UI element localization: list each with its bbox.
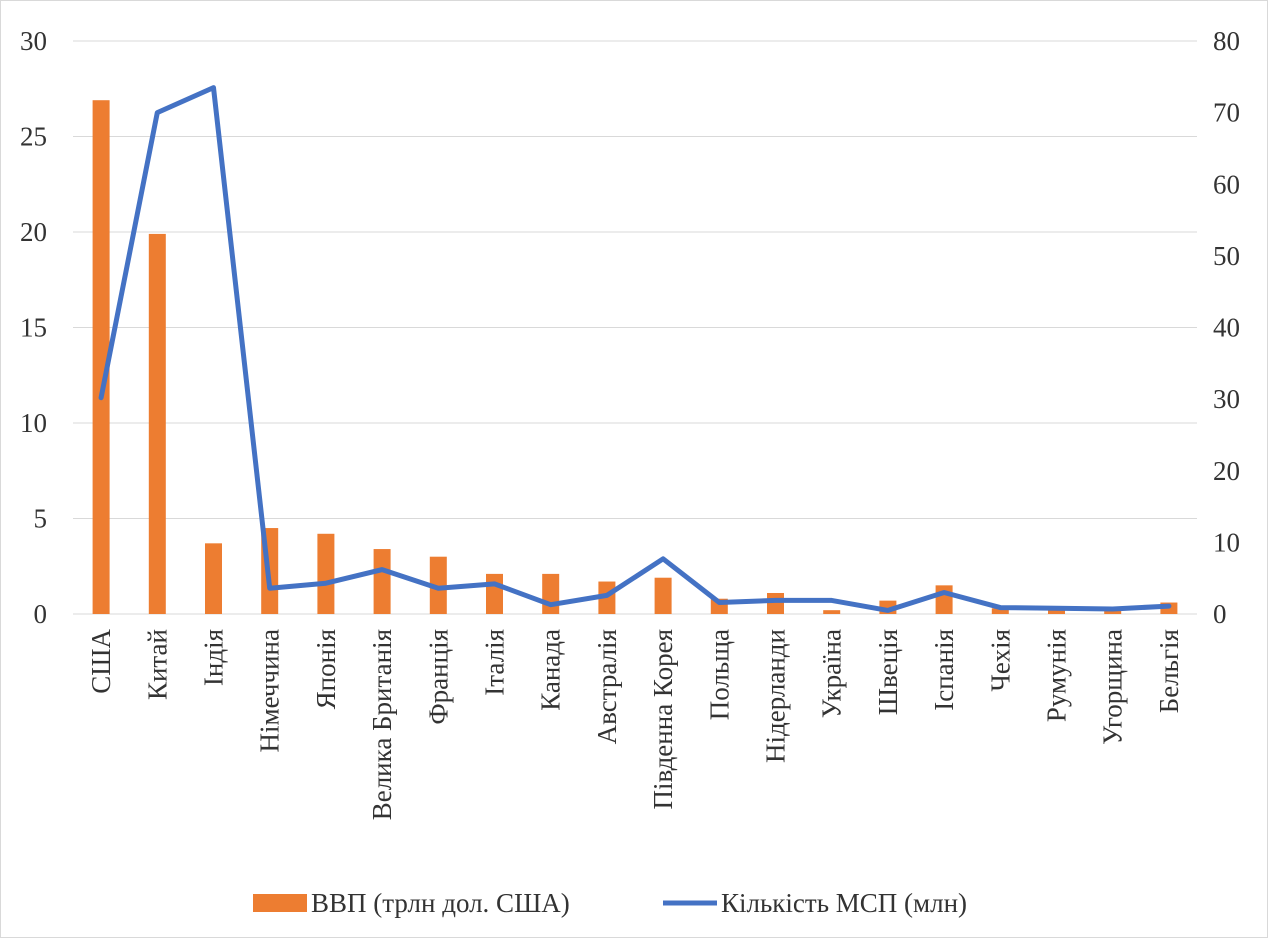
bar: [654, 577, 672, 614]
line-point: [831, 599, 833, 601]
category-label: Швеція: [873, 629, 903, 715]
legend-swatch-bar: [253, 894, 307, 912]
bar: [373, 549, 391, 614]
legend-label-line: Кількість МСП (млн): [721, 888, 967, 918]
left-axis-ticks: 0 5 10 15 20 25 30: [20, 26, 47, 629]
bar: [429, 556, 447, 614]
bar: [935, 585, 953, 614]
line-point: [213, 87, 214, 89]
right-axis-tick-label: 20: [1213, 456, 1240, 486]
bar: [148, 233, 166, 614]
category-label: Чехія: [985, 629, 1015, 692]
bar: [486, 573, 503, 614]
right-axis-tick-label: 60: [1213, 169, 1240, 199]
line-point: [662, 558, 664, 560]
left-axis-tick-label: 25: [20, 122, 47, 152]
line-point: [1056, 607, 1057, 609]
bar: [767, 592, 784, 614]
bar: [542, 573, 560, 614]
category-label: Японія: [311, 629, 341, 709]
category-label: Польща: [704, 629, 734, 720]
bar: [823, 610, 841, 614]
category-label: Велика Британія: [367, 629, 397, 820]
bar: [991, 608, 1009, 614]
right-axis-tick-label: 80: [1213, 26, 1240, 56]
category-label: США: [86, 629, 116, 694]
line-point: [550, 604, 552, 606]
line-point: [325, 582, 327, 584]
category-label: Канада: [536, 629, 566, 711]
left-axis-tick-label: 30: [20, 26, 47, 56]
category-label: Румунія: [1042, 629, 1072, 722]
right-axis-tick-label: 70: [1213, 98, 1240, 128]
right-axis-tick-label: 50: [1213, 241, 1240, 271]
category-label: Китай: [142, 629, 172, 700]
line-series: [98, 85, 1172, 613]
line-point: [1168, 605, 1170, 607]
category-label: Україна: [817, 629, 847, 718]
bar: [1104, 610, 1122, 614]
series-line: [98, 85, 1172, 613]
right-axis-ticks: 0 10 20 30 40 50 60 70 80: [1213, 26, 1240, 629]
legend-label-bar: ВВП (трлн дол. США): [311, 888, 570, 918]
right-axis-tick-label: 0: [1213, 599, 1227, 629]
category-label: Нідерланди: [761, 629, 791, 763]
category-labels: США Китай Індія Німеччина Японія Велика Брита…: [86, 629, 1184, 821]
right-axis-tick-label: 30: [1213, 384, 1240, 414]
category-label: Південна Корея: [648, 629, 678, 810]
bar: [1048, 608, 1065, 614]
category-label: Франція: [423, 629, 453, 725]
line-point: [1112, 608, 1114, 610]
line-point: [775, 599, 776, 601]
category-label: Італія: [480, 629, 510, 696]
line-point: [156, 112, 158, 114]
category-label: Німеччина: [255, 629, 285, 752]
bar: [317, 533, 335, 614]
category-label: Індія: [199, 629, 229, 686]
right-axis-tick-label: 10: [1213, 527, 1240, 557]
line-point: [494, 583, 495, 585]
line-point: [718, 602, 720, 604]
bar: [205, 543, 222, 614]
line-point: [437, 587, 439, 589]
left-axis-tick-label: 10: [20, 408, 47, 438]
line-point: [606, 594, 608, 596]
category-label: Австралія: [592, 629, 622, 744]
line-point: [887, 609, 889, 611]
left-axis-tick-label: 20: [20, 217, 47, 247]
bar: [92, 100, 110, 614]
category-label: Угорщина: [1098, 629, 1128, 745]
category-label: Іспанія: [929, 629, 959, 711]
legend: ВВП (трлн дол. США) Кількість МСП (млн): [253, 888, 967, 918]
line-point: [269, 587, 271, 589]
category-label: Бельгія: [1154, 629, 1184, 713]
right-axis-tick-label: 40: [1213, 313, 1240, 343]
bar-series: [92, 100, 1178, 614]
line-point: [100, 397, 102, 399]
line-point: [943, 592, 945, 594]
left-axis-tick-label: 15: [20, 313, 47, 343]
line-point: [999, 607, 1001, 609]
line-point: [381, 569, 383, 571]
left-axis-tick-label: 0: [34, 599, 48, 629]
left-axis-tick-label: 5: [34, 504, 48, 534]
